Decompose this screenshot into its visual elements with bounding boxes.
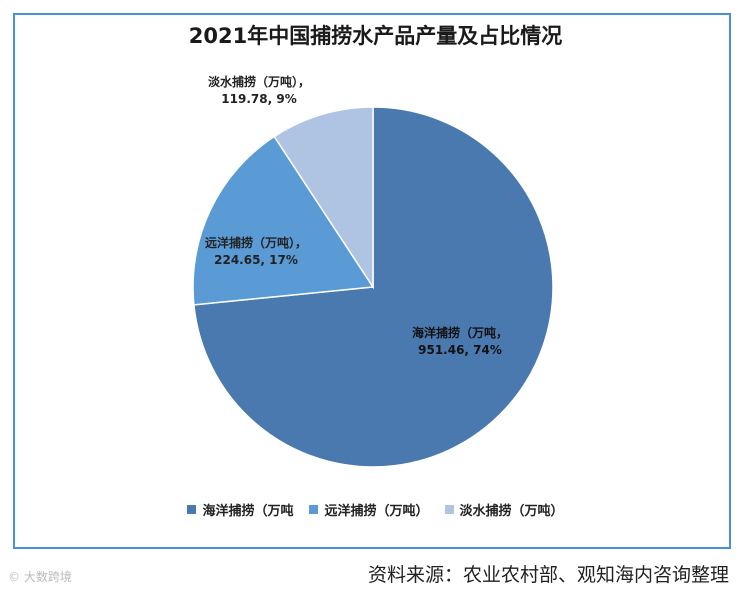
label-distant-sea: 远洋捕捞（万吨）， 224.65, 17%	[205, 235, 307, 269]
chart-legend: 海洋捕捞（万吨 远洋捕捞（万吨） 淡水捕捞（万吨）	[0, 500, 751, 519]
legend-swatch-distant-sea	[309, 505, 319, 514]
legend-swatch-freshwater	[444, 505, 454, 514]
label-distant-sea-name: 远洋捕捞（万吨），	[205, 236, 308, 250]
source-note: 资料来源：农业农村部、观知海内咨询整理	[367, 564, 729, 586]
legend-label-distant-sea: 远洋捕捞（万吨）	[324, 504, 429, 519]
legend-item-marine: 海洋捕捞（万吨	[187, 500, 293, 519]
legend-swatch-marine	[187, 505, 197, 514]
label-freshwater: 淡水捕捞（万吨）， 119.78, 9%	[208, 74, 310, 108]
label-marine-value: 951.46, 74%	[418, 343, 502, 357]
pie-slice-distant-sea	[192, 135, 375, 306]
legend-label-freshwater: 淡水捕捞（万吨）	[459, 504, 564, 519]
label-marine: 海洋捕捞（万吨， 951.46, 74%	[412, 325, 508, 359]
chart-title: 2021年中国捕捞水产品产量及占比情况	[188, 24, 563, 48]
legend-item-freshwater: 淡水捕捞（万吨）	[444, 500, 564, 519]
label-distant-sea-value: 224.65, 17%	[214, 253, 298, 267]
label-freshwater-value: 119.78, 9%	[221, 92, 297, 106]
pie-slice-freshwater	[273, 106, 374, 290]
corner-watermark: © 大数跨境	[8, 570, 72, 584]
label-marine-name: 海洋捕捞（万吨，	[412, 326, 509, 340]
legend-label-marine: 海洋捕捞（万吨	[202, 504, 294, 519]
legend-item-distant-sea: 远洋捕捞（万吨）	[309, 500, 429, 519]
label-freshwater-name: 淡水捕捞（万吨），	[208, 75, 311, 89]
